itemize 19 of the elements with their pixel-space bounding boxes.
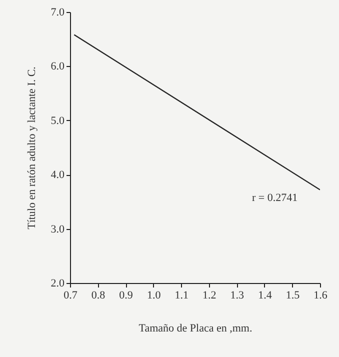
x-tick-label: 0.7 xyxy=(64,290,78,302)
y-tick-label: 5.0 xyxy=(50,114,65,127)
x-tick-label: 1.1 xyxy=(174,290,188,302)
x-tick-label: 1.5 xyxy=(286,290,300,302)
y-tick-label: 3.0 xyxy=(50,223,65,236)
x-tick-label: 1.0 xyxy=(146,290,162,302)
y-tick-label: 4.0 xyxy=(50,169,65,182)
x-tick-label: 1.2 xyxy=(202,290,216,302)
x-tick-label: 0.8 xyxy=(91,290,106,302)
x-axis-title: Tamaño de Placa en ,mm. xyxy=(138,322,252,334)
x-tick-label: 1.3 xyxy=(230,290,245,302)
x-tick-label: 1.6 xyxy=(314,290,328,302)
y-tick-label: 2.0 xyxy=(50,278,65,290)
y-tick-label: 6.0 xyxy=(50,60,65,73)
y-tick-label: 7.0 xyxy=(50,6,65,18)
x-tick-label: 0.9 xyxy=(119,290,134,302)
annotation: r = 0.2741 xyxy=(252,192,298,204)
y-axis-title: Título en ratón adulto y lactante I. C. xyxy=(26,66,38,230)
x-tick-label: 1.4 xyxy=(258,290,272,302)
